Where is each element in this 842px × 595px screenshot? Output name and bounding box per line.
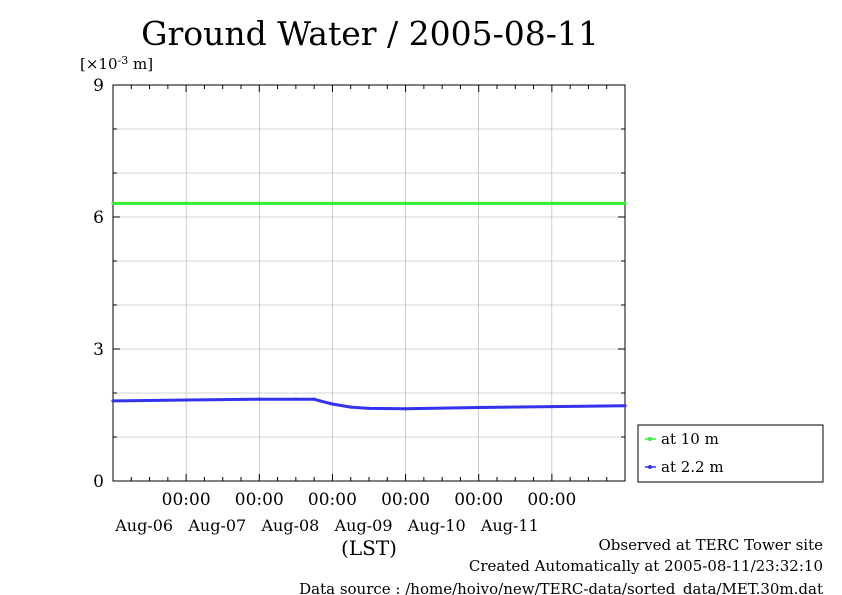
x-tick-day-label: Aug-07 — [187, 516, 246, 535]
data-point — [184, 201, 188, 205]
data-point — [111, 399, 115, 403]
data-point — [257, 397, 261, 401]
data-point — [330, 402, 335, 406]
legend-label: at 10 m — [661, 430, 719, 448]
y-tick-label: 3 — [93, 340, 104, 360]
data-point — [550, 405, 554, 409]
x-tick-time-label: 00:00 — [527, 490, 576, 510]
x-tick-time-label: 00:00 — [308, 490, 357, 510]
data-point — [403, 407, 408, 411]
data-point — [403, 201, 408, 205]
x-tick-time-label: 00:00 — [235, 490, 284, 510]
created-note: Created Automatically at 2005-08-11/23:3… — [469, 557, 823, 575]
legend-marker — [648, 465, 652, 469]
x-tick-day-label: Aug-06 — [114, 516, 173, 535]
x-tick-day-label: Aug-10 — [407, 516, 466, 535]
data-point — [318, 399, 322, 403]
x-axis-label: (LST) — [341, 536, 397, 560]
plot-frame — [112, 84, 626, 482]
data-point — [184, 398, 188, 402]
data-point — [257, 201, 261, 205]
legend-label: at 2.2 m — [661, 458, 724, 476]
y-axis-unit: [×10-3 m] — [80, 54, 153, 73]
x-tick-time-label: 00:00 — [381, 490, 430, 510]
observed-note: Observed at TERC Tower site — [598, 536, 823, 554]
x-tick-day-label: Aug-08 — [260, 516, 319, 535]
data-point — [623, 201, 627, 205]
data-point — [349, 405, 353, 409]
data-point — [550, 201, 554, 205]
legend-marker — [648, 437, 652, 441]
y-tick-label: 9 — [93, 76, 104, 96]
data-point — [367, 406, 371, 410]
x-tick-day-label: Aug-11 — [480, 516, 539, 535]
data-point — [330, 201, 335, 205]
legend-box — [637, 424, 824, 483]
data-point — [312, 397, 316, 401]
x-tick-time-label: 00:00 — [162, 490, 211, 510]
data-point — [477, 405, 481, 410]
y-tick-label: 0 — [93, 472, 104, 492]
x-tick-day-label: Aug-09 — [334, 516, 393, 535]
x-tick-time-label: 00:00 — [454, 490, 503, 510]
legend: at 10 m at 2.2 m — [637, 424, 824, 483]
data-point — [111, 201, 115, 205]
source-note: Data source : /home/hoivo/new/TERC-data/… — [299, 580, 823, 595]
data-point — [294, 397, 298, 401]
y-tick-label: 6 — [93, 208, 104, 228]
data-point — [477, 201, 481, 205]
data-point — [623, 404, 627, 408]
chart-title: Ground Water / 2005-08-11 — [141, 14, 599, 53]
